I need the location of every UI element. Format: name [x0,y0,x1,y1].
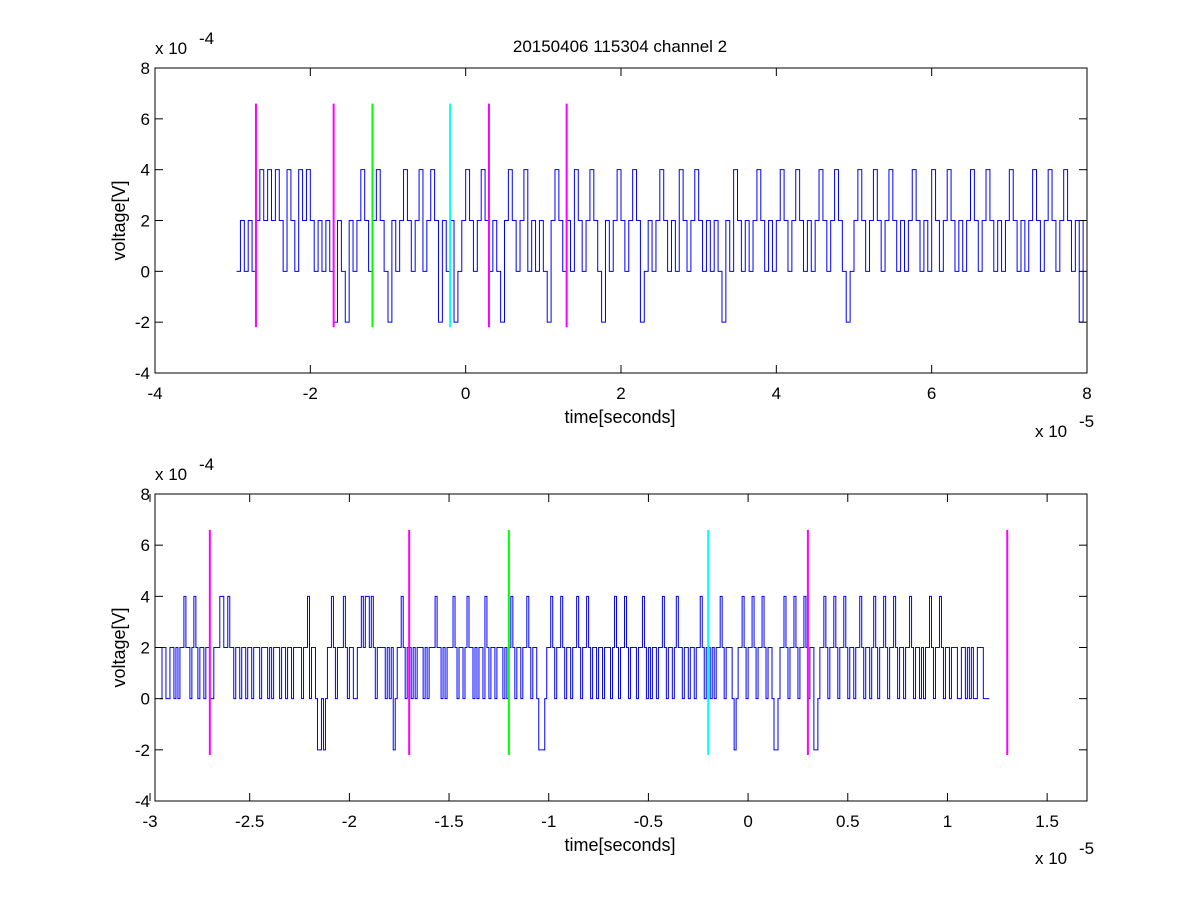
x-tick-label: 0 [743,812,752,831]
y-exponent-label: x 10 [155,465,187,484]
y-tick-label: 4 [141,587,150,606]
x-tick-label: -2 [303,384,318,403]
x-tick-label: 8 [1082,384,1091,403]
x-tick-label: -1 [541,812,556,831]
x-tick-label: 1 [943,812,952,831]
x-tick-label: 2 [616,384,625,403]
x-tick-label: 0 [461,384,470,403]
y-axis-label: voltage[V] [109,180,129,260]
y-axis-label: voltage[V] [109,607,129,687]
figure-title: 20150406 115304 channel 2 [513,37,727,56]
y-tick-label: 0 [141,690,150,709]
x-axis-label: time[seconds] [564,835,675,855]
y-exponent-label: x 10 [155,39,187,58]
x-tick-label: -4 [147,384,162,403]
plot-panel-top: -4 -2 0 2 4 6 8 -4 -2 0 2 4 6 8 time[seconds] voltage[V… [109,29,1094,441]
x-exponent-label: x 10 [1035,849,1067,868]
y-tick-label: 6 [141,536,150,555]
y-tick-label: 4 [141,161,150,180]
y-tick-label: 8 [141,59,150,78]
y-tick-label: -2 [135,313,150,332]
y-tick-label: -4 [135,364,150,383]
x-tick-label: -3 [142,812,157,831]
x-tick-label: 0.5 [836,812,860,831]
y-tick-label: -4 [135,792,150,811]
x-tick-label: 4 [772,384,781,403]
y-tick-label: -2 [135,741,150,760]
y-tick-label: 0 [141,262,150,281]
y-tick-label: 6 [141,110,150,129]
y-tick-label: 2 [141,212,150,231]
y-tick-label: 2 [141,639,150,658]
plot-panel-bottom: -3 -2.5 -2 -1.5 -1 -0.5 0 0.5 1 1.5 -4 -2 0 2 4 6 8 time[… [109,455,1094,868]
signal-trace-series-0 [236,169,1088,323]
x-tick-label: -2 [342,812,357,831]
x-tick-label: -2.5 [235,812,264,831]
x-tick-label: -1.5 [434,812,463,831]
signal-trace-series-0 [159,595,990,751]
y-tick-label: 8 [141,485,150,504]
x-exponent-label: x 10 [1035,422,1067,441]
x-tick-label: -0.5 [634,812,663,831]
x-tick-label: 6 [927,384,936,403]
x-tick-label: 1.5 [1035,812,1059,831]
y-exponent-power: -4 [199,29,214,48]
y-exponent-power: -4 [199,455,214,474]
x-exponent-power: -5 [1079,412,1094,431]
x-exponent-power: -5 [1079,839,1094,858]
x-axis-label: time[seconds] [564,407,675,427]
